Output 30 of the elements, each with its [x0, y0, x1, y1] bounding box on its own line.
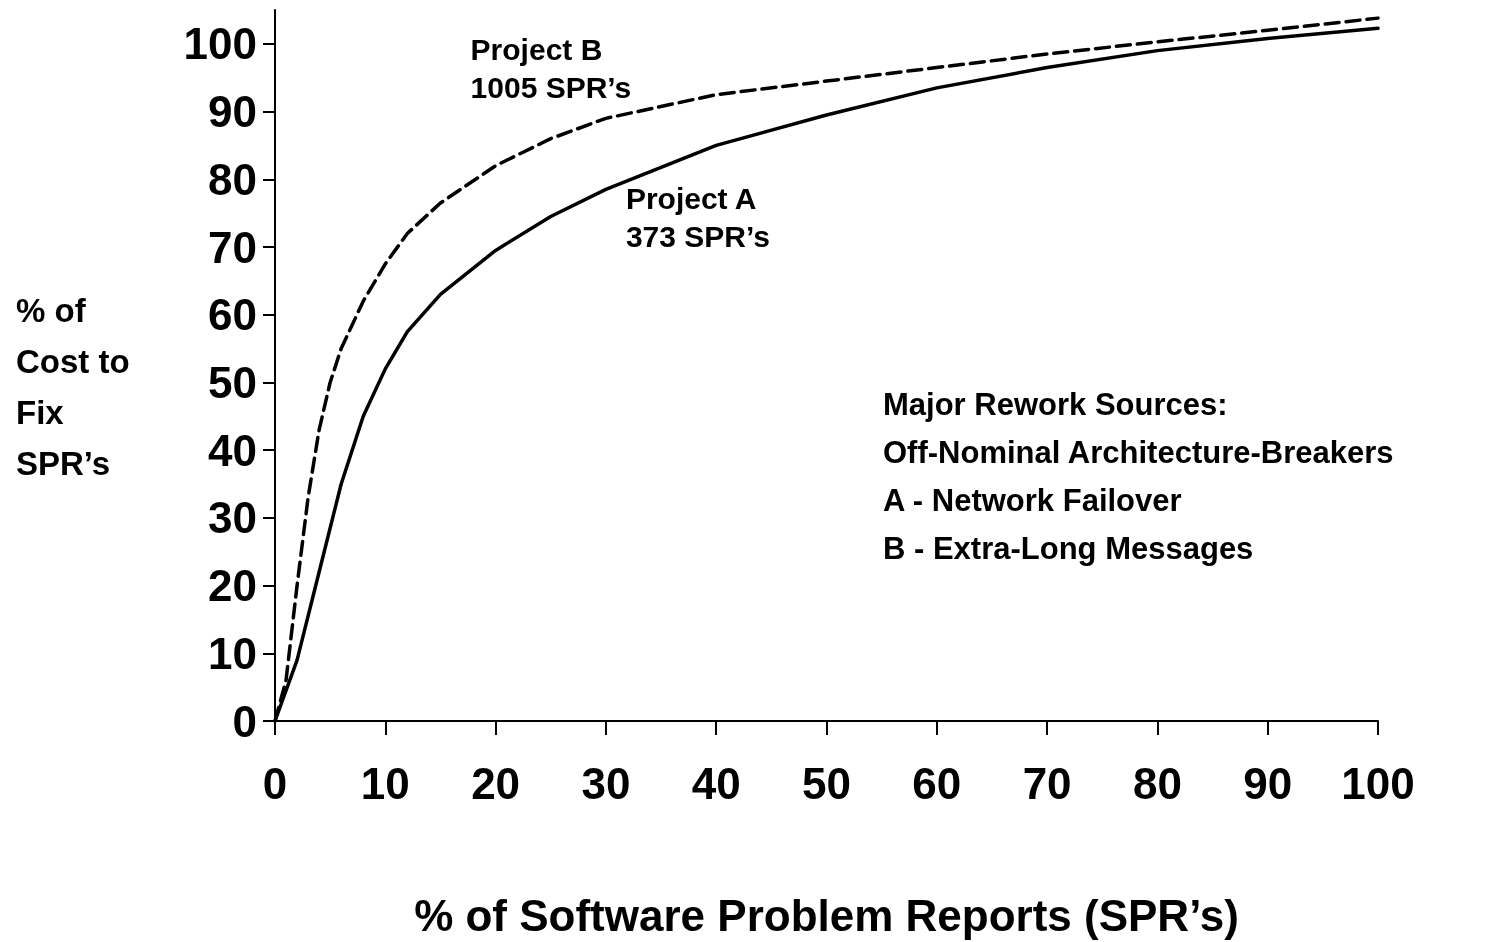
x-tick-label: 100 [1341, 758, 1415, 808]
x-tick-label: 50 [802, 758, 851, 808]
y-tick-label: 0 [232, 696, 257, 746]
y-tick-label: 20 [208, 561, 257, 611]
annotation: B - Extra-Long Messages [883, 530, 1254, 566]
annotation: Off-Nominal Architecture-Breakers [883, 434, 1394, 470]
x-tick-label: 10 [360, 758, 410, 808]
x-tick-label: 40 [691, 758, 741, 808]
y-tick-label: 80 [208, 154, 257, 204]
y-tick-label: 40 [208, 425, 257, 475]
x-tick-label: 90 [1243, 758, 1293, 808]
x-tick-label: 70 [1022, 758, 1072, 808]
x-tick-label: 60 [912, 758, 962, 808]
series-label: Project B 1005 SPR’s [470, 33, 632, 105]
series-label: Project A 373 SPR’s [625, 181, 770, 253]
x-axis-title: % of Software Problem Reports (SPR’s) [414, 890, 1239, 940]
y-tick-label: 50 [208, 357, 257, 407]
x-tick-label: 20 [471, 758, 521, 808]
x-tick-label: 80 [1132, 758, 1182, 808]
y-tick-label: 70 [208, 222, 257, 272]
annotation: A - Network Failover [883, 482, 1182, 518]
x-tick-label: 0 [262, 758, 288, 808]
y-tick-label: 10 [208, 628, 257, 678]
y-tick-label: 60 [208, 290, 257, 340]
x-tick-label: 30 [581, 758, 631, 808]
y-axis-title: % of Cost to Fix SPR’s [16, 292, 139, 482]
y-tick-label: 90 [208, 87, 257, 137]
annotation: Major Rework Sources: [883, 386, 1228, 422]
y-tick-label: 100 [183, 19, 257, 69]
y-tick-label: 30 [208, 493, 257, 543]
